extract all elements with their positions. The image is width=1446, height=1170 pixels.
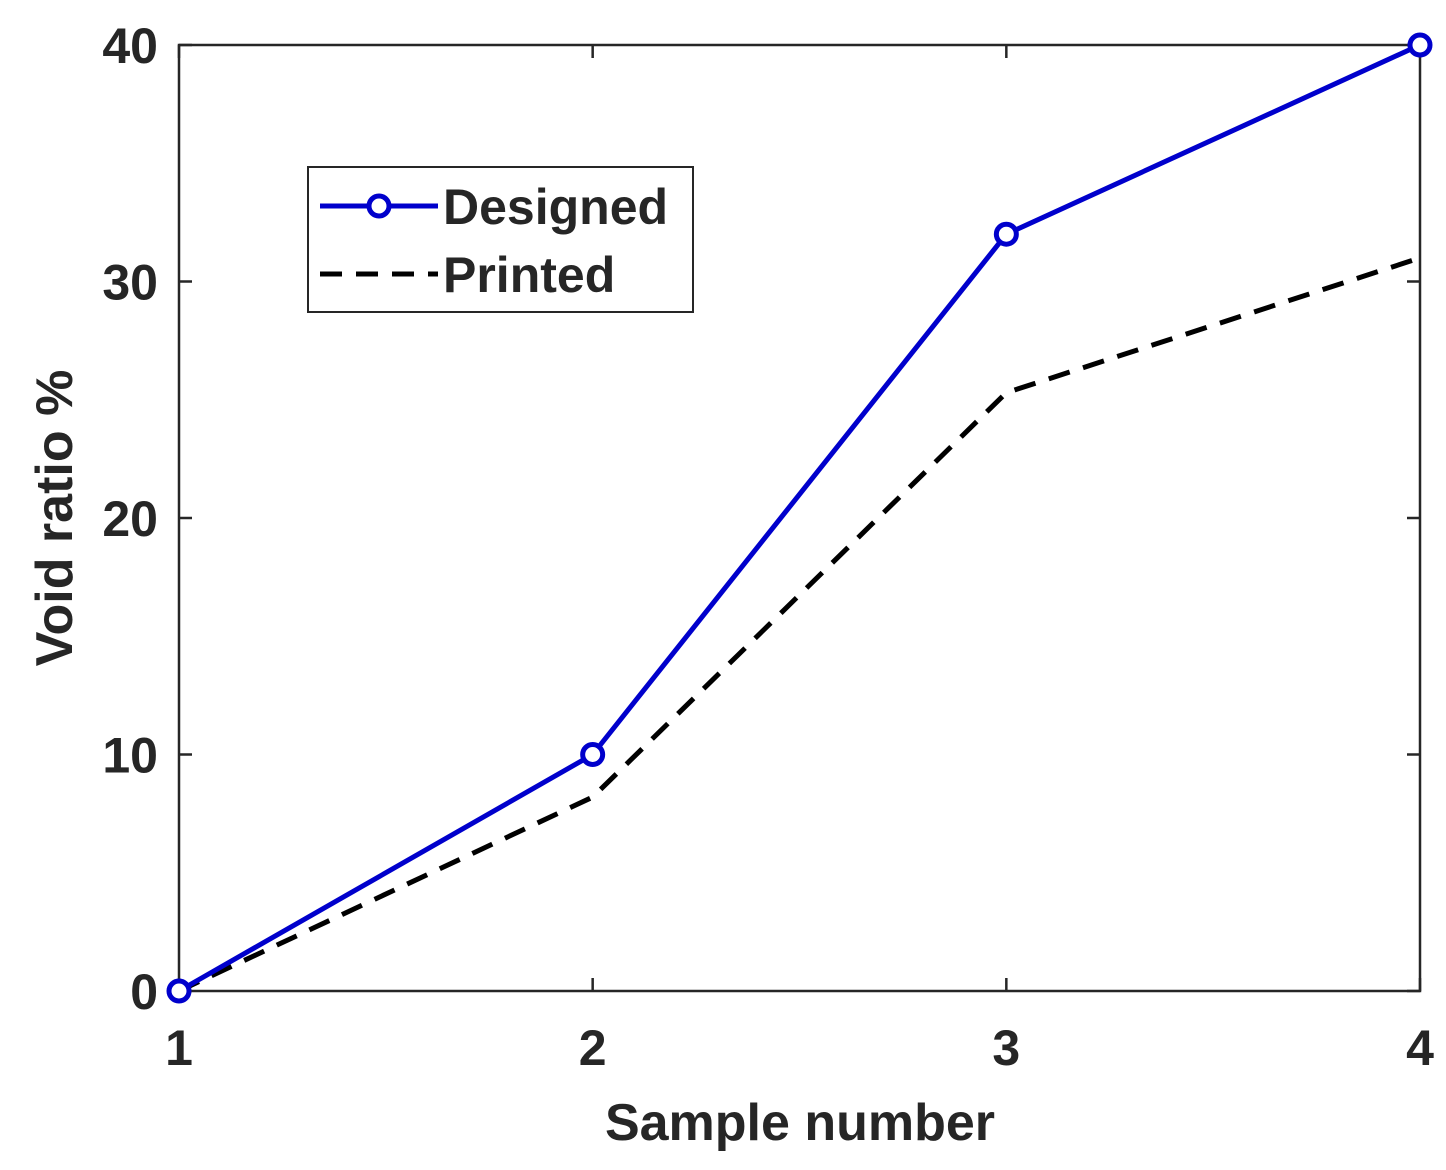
data-point-designed — [580, 742, 606, 767]
y-axis-label: Void ratio % — [26, 370, 84, 667]
y-tick-label: 10 — [102, 728, 158, 784]
data-point-designed — [1407, 32, 1433, 58]
y-tick-label: 40 — [102, 18, 158, 74]
legend: Designed Printed — [307, 166, 694, 313]
legend-designed-label: Designed — [443, 179, 668, 235]
series-line-printed — [177, 255, 1421, 994]
x-axis-label: Sample number — [605, 1094, 995, 1152]
data-series — [166, 32, 1433, 1004]
x-tick-label: 4 — [1406, 1020, 1434, 1076]
legend-designed-marker — [366, 193, 392, 219]
legend-printed-label: Printed — [443, 247, 615, 303]
x-tick-label: 2 — [579, 1020, 607, 1076]
legend-box — [307, 166, 694, 313]
y-tick-label: 20 — [102, 491, 158, 547]
x-tick-label: 1 — [165, 1020, 193, 1076]
y-tick-label: 30 — [102, 255, 158, 311]
data-point-designed — [166, 978, 192, 1004]
series-line-designed — [177, 42, 1422, 994]
x-tick-label: 3 — [992, 1020, 1020, 1076]
y-tick-label: 0 — [130, 964, 158, 1020]
data-point-designed — [993, 221, 1019, 247]
